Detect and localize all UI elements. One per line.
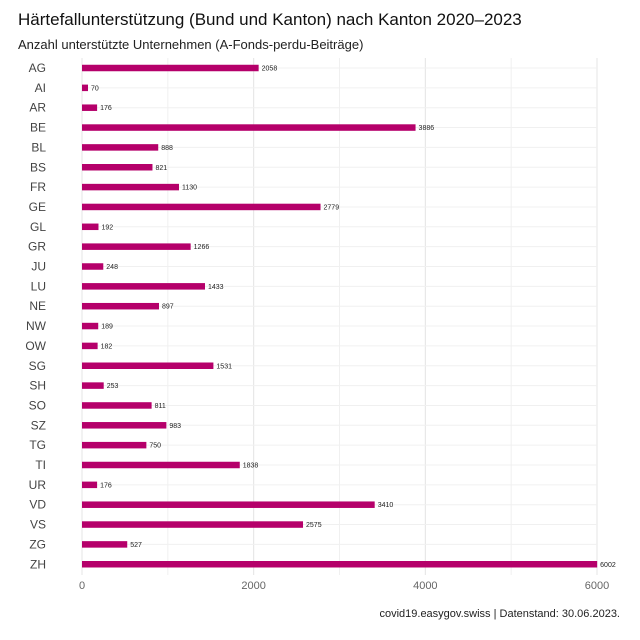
category-label: VD — [29, 498, 46, 512]
bar-zh — [82, 561, 598, 568]
bar-sg — [82, 362, 214, 369]
x-tick-label: 2000 — [241, 580, 265, 592]
bar-zg — [82, 541, 128, 548]
category-label: AI — [35, 81, 46, 95]
value-label: 189 — [101, 324, 113, 331]
value-label: 176 — [100, 482, 112, 489]
value-label: 1130 — [182, 185, 197, 192]
bar-be — [82, 124, 416, 131]
bar-tg — [82, 441, 147, 449]
bar-ju — [82, 263, 104, 270]
value-label: 253 — [107, 383, 119, 390]
value-label: 2058 — [262, 66, 278, 73]
value-label: 6002 — [600, 562, 616, 569]
category-label: GR — [28, 240, 46, 254]
category-label: TG — [29, 438, 46, 452]
x-tick-label: 0 — [79, 580, 85, 592]
value-label: 248 — [106, 264, 118, 271]
value-label: 750 — [149, 443, 161, 450]
value-label: 70 — [91, 85, 99, 92]
value-label: 811 — [155, 403, 166, 410]
bar-ar — [82, 104, 98, 111]
category-label: SZ — [31, 418, 46, 432]
category-label: GL — [30, 220, 46, 234]
value-label: 821 — [155, 165, 167, 172]
category-label: TI — [35, 458, 46, 472]
category-label: AR — [29, 101, 46, 115]
bar-bs — [82, 164, 153, 171]
bar-gl — [82, 223, 99, 231]
chart-subtitle: Anzahl unterstützte Unternehmen (A-Fonds… — [18, 37, 364, 52]
value-label: 1433 — [208, 284, 224, 291]
category-label: BE — [30, 121, 46, 135]
value-label: 897 — [162, 304, 174, 311]
value-label: 182 — [101, 343, 113, 350]
bar-vs — [82, 521, 304, 528]
bar-sh — [82, 382, 104, 389]
x-tick-label: 6000 — [585, 580, 609, 592]
value-label: 1266 — [194, 244, 210, 251]
category-label: AG — [29, 61, 46, 75]
bar-ne — [82, 302, 159, 310]
bar-ai — [82, 84, 89, 92]
bar-nw — [82, 322, 99, 330]
bar-lu — [82, 283, 205, 290]
category-label: OW — [25, 339, 46, 353]
bar-chart: 0 2000 4000 6000 AG 2058 AI 70 AR 176 BE 3886 BL 888 B… — [25, 58, 616, 592]
value-label: 527 — [130, 542, 142, 549]
value-label: 176 — [100, 105, 112, 112]
bar-ti — [82, 461, 240, 469]
value-label: 1531 — [216, 363, 232, 370]
bar-sz — [82, 422, 167, 429]
bar-ge — [82, 203, 321, 211]
value-label: 888 — [161, 145, 173, 152]
value-label: 1838 — [243, 463, 259, 470]
category-label: BS — [30, 160, 46, 174]
bar-gr — [82, 243, 191, 250]
category-label: NE — [29, 299, 46, 313]
category-label: UR — [29, 478, 47, 492]
value-label: 2575 — [306, 522, 322, 529]
value-label: 192 — [101, 224, 113, 231]
category-label: VS — [30, 518, 46, 532]
category-label: SG — [29, 359, 46, 373]
x-tick-label: 4000 — [413, 580, 437, 592]
category-label: ZH — [30, 557, 46, 571]
category-label: SO — [29, 398, 46, 412]
chart-title: Härtefallunterstützung (Bund und Kanton)… — [18, 10, 522, 29]
chart-caption: covid19.easygov.swiss | Datenstand: 30.0… — [379, 608, 620, 620]
category-label: NW — [26, 319, 47, 333]
value-label: 2779 — [324, 204, 340, 211]
value-label: 3886 — [419, 125, 435, 132]
value-label: 3410 — [378, 502, 394, 509]
bar-ag — [82, 64, 259, 72]
bar-ur — [82, 481, 98, 489]
category-label: SH — [29, 379, 46, 393]
category-label: FR — [30, 180, 46, 194]
bar-so — [82, 402, 152, 409]
bar-bl — [82, 144, 159, 151]
bar-vd — [82, 501, 375, 508]
category-label: LU — [31, 279, 46, 293]
category-label: BL — [31, 140, 46, 154]
category-label: JU — [31, 260, 46, 274]
category-label: ZG — [29, 537, 46, 551]
value-label: 983 — [169, 423, 181, 430]
category-label: GE — [29, 200, 46, 214]
bar-fr — [82, 183, 179, 191]
bar-ow — [82, 342, 98, 350]
